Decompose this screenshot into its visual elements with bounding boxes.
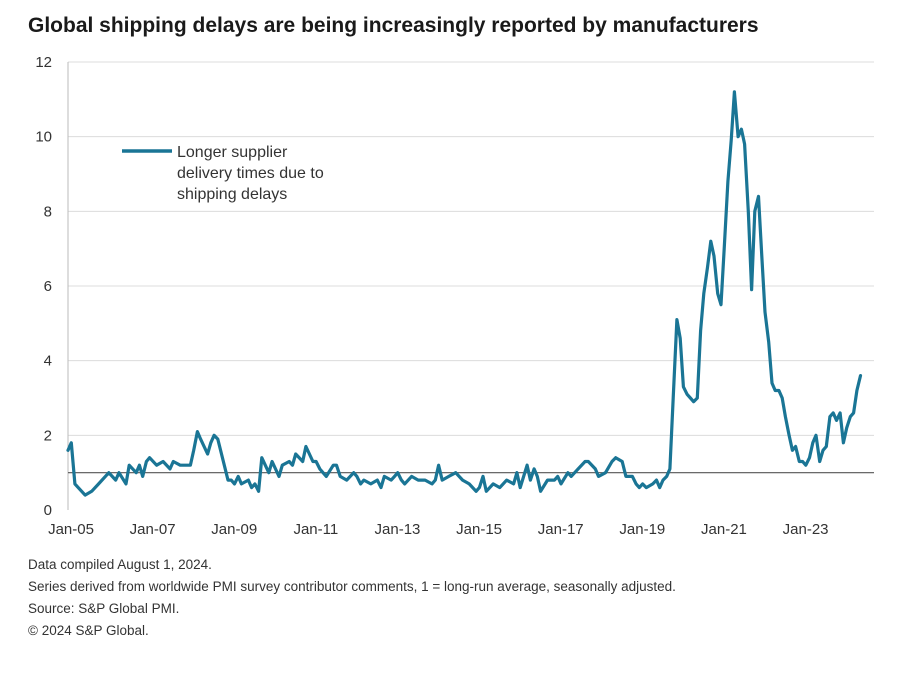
legend-label-line: Longer supplier	[177, 144, 288, 161]
footnotes: Data compiled August 1, 2024. Series der…	[28, 554, 676, 642]
x-axis-ticks: Jan-05 Jan-07 Jan-09 Jan-11 Jan-13 Jan-15 Jan-…	[48, 521, 828, 538]
legend-label-line: shipping delays	[177, 186, 287, 203]
gridlines	[67, 61, 874, 510]
footnote-series-note: Series derived from worldwide PMI survey…	[28, 579, 676, 594]
chart-title: Global shipping delays are being increas…	[28, 14, 759, 37]
legend-label: Longer supplier delivery times due to ship…	[177, 144, 324, 203]
footnote-source: Source: S&P Global PMI.	[28, 601, 180, 616]
y-axis-ticks: 0 2 4 6 8 10 12	[35, 54, 52, 519]
y-tick-label: 10	[35, 129, 52, 146]
x-tick-label: Jan-13	[375, 521, 421, 538]
y-tick-label: 2	[44, 427, 52, 444]
y-tick-label: 8	[44, 203, 52, 220]
x-tick-label: Jan-05	[48, 521, 94, 538]
footnote-compiled: Data compiled August 1, 2024.	[28, 557, 212, 572]
x-tick-label: Jan-07	[130, 521, 176, 538]
x-tick-label: Jan-11	[293, 521, 338, 538]
x-tick-label: Jan-19	[619, 521, 665, 538]
x-tick-label: Jan-17	[538, 521, 584, 538]
series-line	[66, 90, 863, 497]
y-tick-label: 0	[44, 502, 52, 519]
y-tick-label: 4	[44, 353, 52, 370]
series-group	[66, 90, 863, 497]
y-tick-label: 12	[35, 54, 52, 71]
x-tick-label: Jan-21	[701, 521, 747, 538]
x-tick-label: Jan-15	[456, 521, 502, 538]
x-tick-label: Jan-09	[211, 521, 257, 538]
x-tick-label: Jan-23	[783, 521, 829, 538]
y-tick-label: 6	[44, 278, 52, 295]
legend: Longer supplier delivery times due to ship…	[122, 144, 324, 203]
footnote-copyright: © 2024 S&P Global.	[28, 623, 149, 638]
legend-label-line: delivery times due to	[177, 165, 324, 182]
